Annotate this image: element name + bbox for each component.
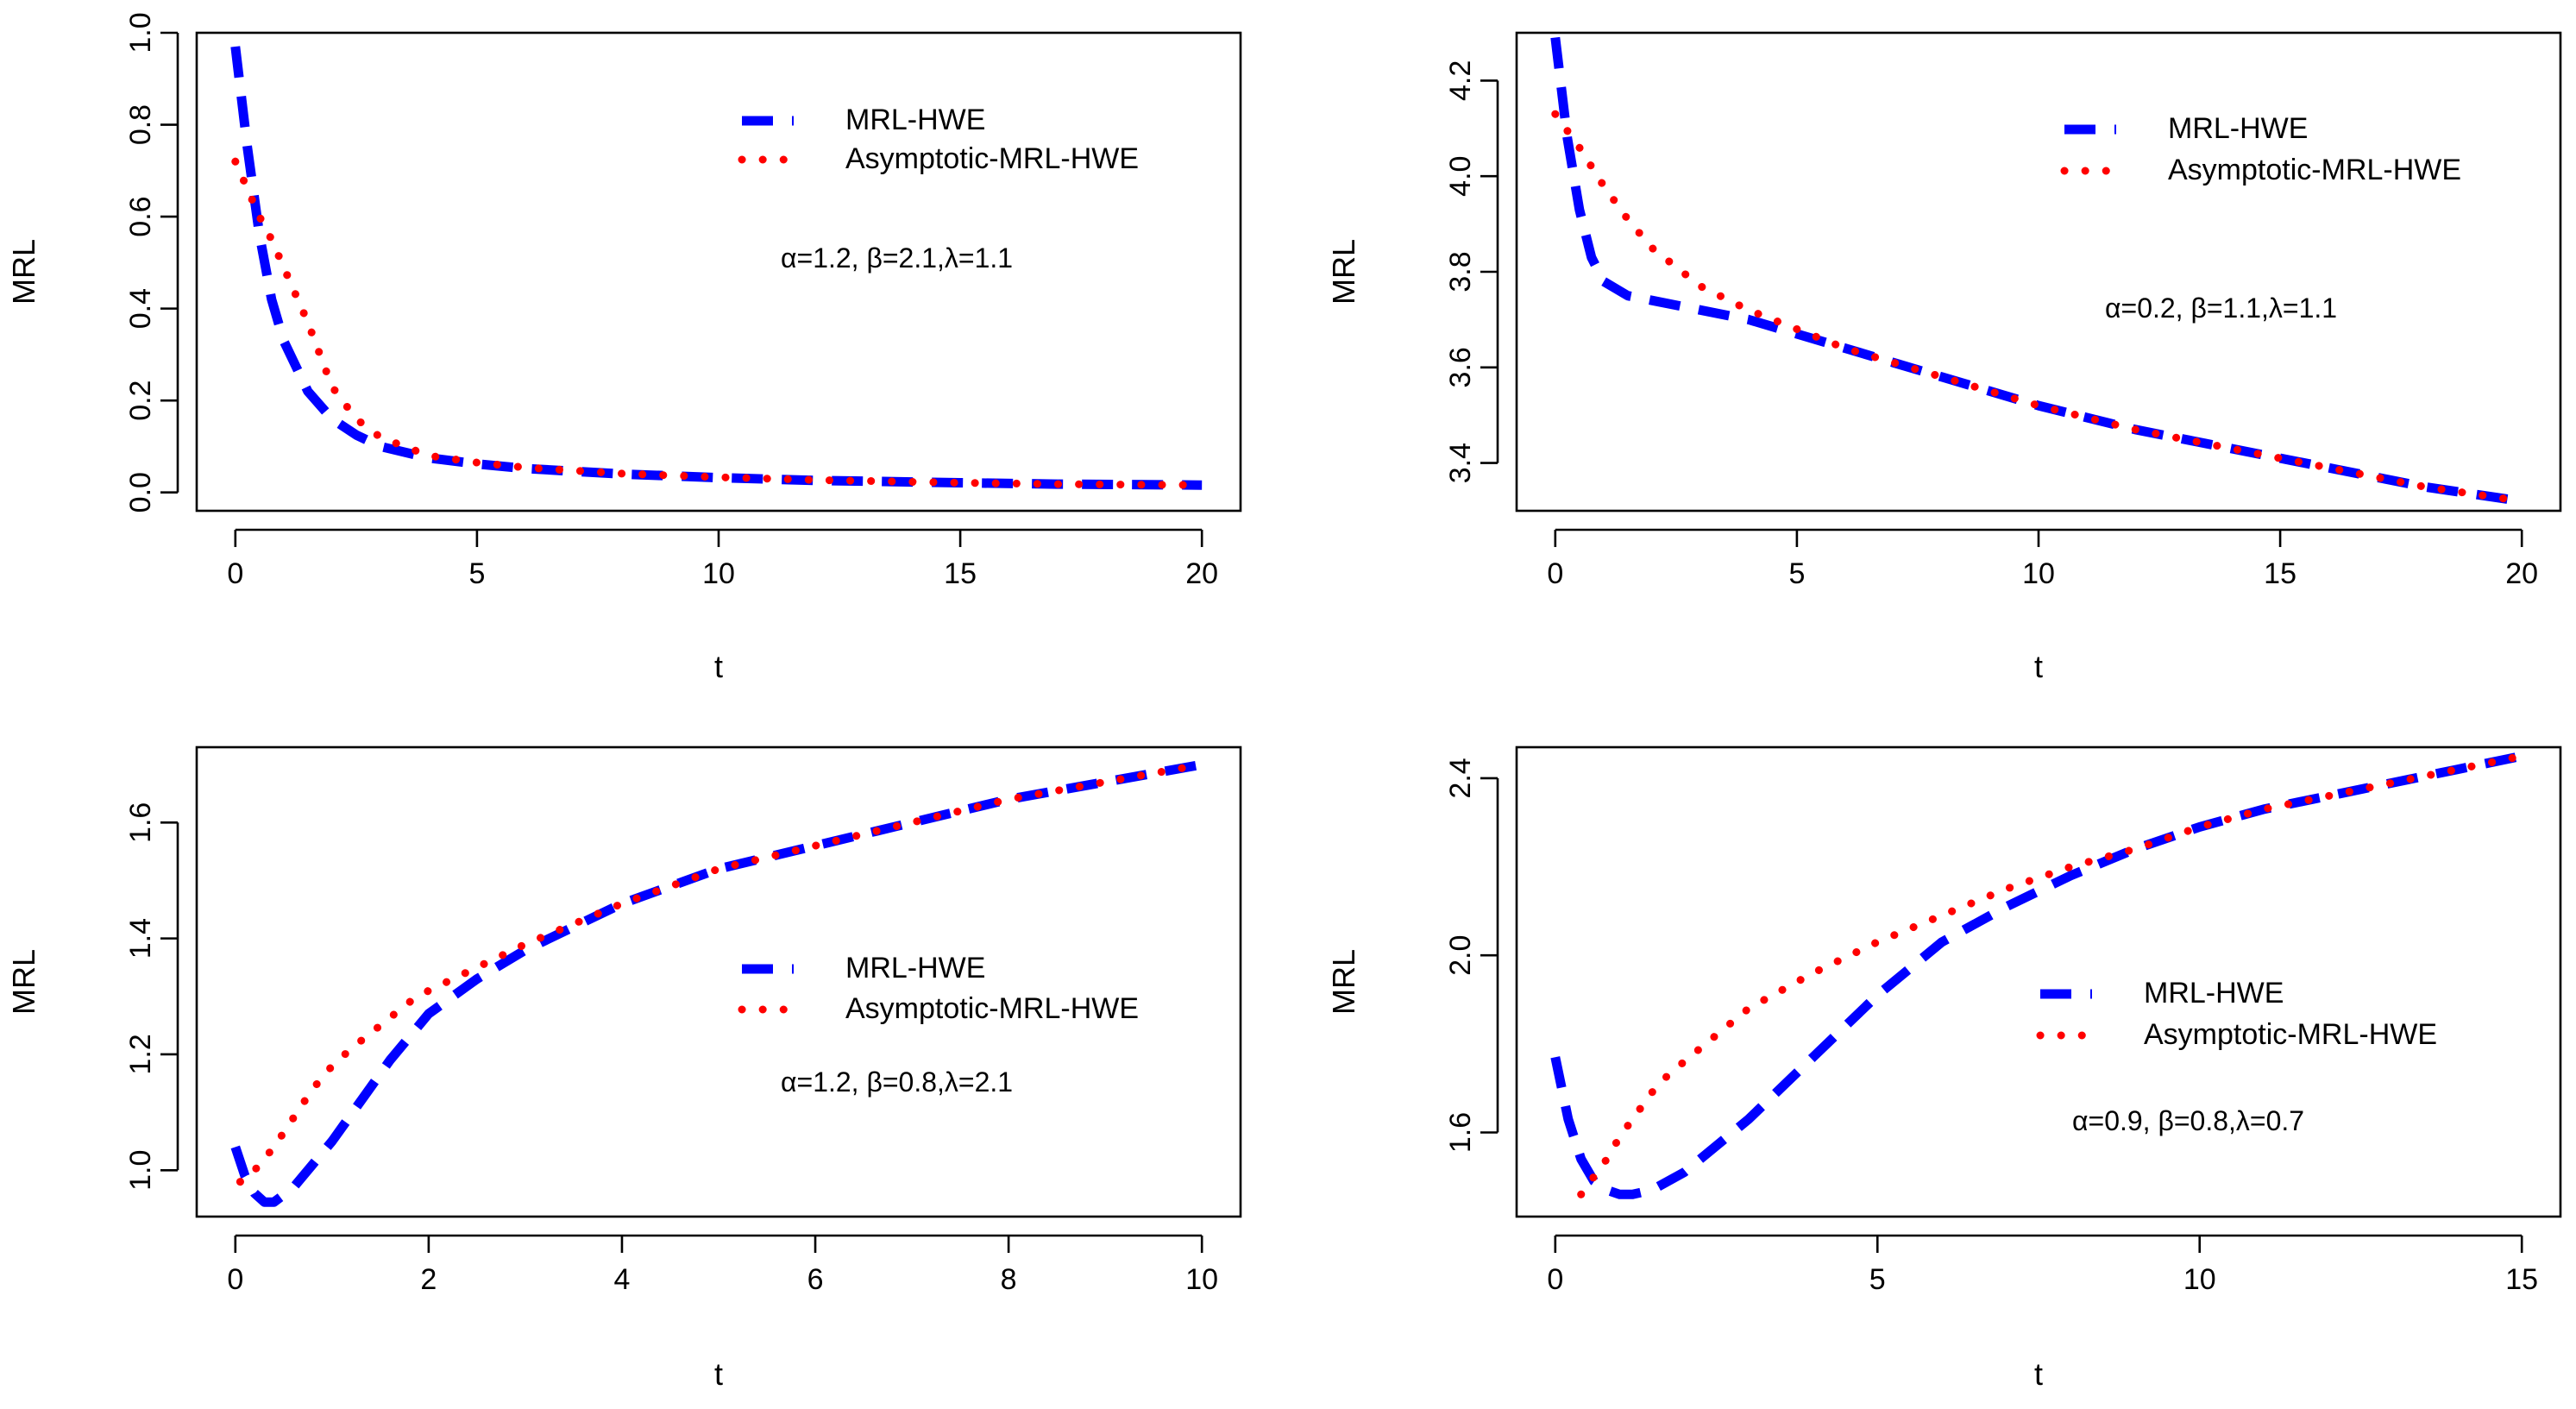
x-tick-label: 15 bbox=[944, 557, 977, 590]
y-tick-label: 2.4 bbox=[1444, 758, 1477, 798]
x-tick-label: 10 bbox=[702, 557, 735, 590]
y-tick-label: 1.6 bbox=[124, 802, 157, 843]
x-axis-label: t bbox=[2034, 1356, 2043, 1392]
x-tick-label: 15 bbox=[2264, 557, 2296, 590]
y-tick-label: 3.4 bbox=[1444, 443, 1477, 483]
x-tick-label: 6 bbox=[807, 1263, 824, 1296]
y-tick-label: 4.2 bbox=[1444, 60, 1477, 101]
legend-label-mrl-hwe: MRL-HWE bbox=[2168, 112, 2308, 145]
y-tick-label: 3.8 bbox=[1444, 251, 1477, 292]
x-axis-label: t bbox=[2034, 649, 2043, 684]
legend-label-mrl-hwe: MRL-HWE bbox=[845, 104, 985, 136]
y-tick-label: 1.0 bbox=[124, 12, 157, 53]
legend-label-asymptotic-mrl-hwe: Asymptotic-MRL-HWE bbox=[845, 992, 1139, 1025]
y-tick-label: 3.6 bbox=[1444, 347, 1477, 387]
y-axis-label: MRL bbox=[1326, 239, 1361, 305]
chart-panel-2: 0 5 10 15 20 3.4 3.6 3.8 4.0 4.2 t MRL MRL-HWE Asympt… bbox=[1326, 31, 2562, 684]
legend-label-asymptotic-mrl-hwe: Asymptotic-MRL-HWE bbox=[2144, 1018, 2437, 1051]
x-tick-label: 4 bbox=[614, 1263, 631, 1296]
series-line-asymptotic-mrl-hwe bbox=[231, 157, 1206, 489]
series-line-mrl-hwe bbox=[1550, 751, 2523, 1199]
plot-frame bbox=[1515, 745, 2562, 1218]
x-axis-label: t bbox=[714, 1356, 723, 1392]
y-tick-label: 1.4 bbox=[124, 918, 157, 959]
x-tick-label: 20 bbox=[2505, 557, 2538, 590]
parameter-annotation: α=0.2, β=1.1,λ=1.1 bbox=[2105, 292, 2337, 324]
plot-frame bbox=[1515, 31, 2562, 513]
y-tick-label: 0.0 bbox=[124, 472, 157, 513]
x-tick-label: 0 bbox=[227, 557, 243, 590]
parameter-annotation: α=1.2, β=2.1,λ=1.1 bbox=[781, 242, 1013, 274]
x-tick-label: 8 bbox=[1001, 1263, 1017, 1296]
y-axis-label: MRL bbox=[1326, 949, 1361, 1015]
series-line-mrl-hwe bbox=[230, 46, 1203, 490]
plot-frame bbox=[195, 31, 1242, 513]
chart-panel-1: 0 5 10 15 20 0.0 0.2 0.4 0.6 0.8 1.0 t MRL MRL-HWE Asy… bbox=[6, 12, 1242, 684]
chart-panel-4: 0 5 10 15 1.6 2.0 2.4 t MRL MRL-HWE Asymptotic-MRL… bbox=[1326, 745, 2562, 1392]
y-tick-label: 0.2 bbox=[124, 381, 157, 421]
series-line-asymptotic-mrl-hwe bbox=[236, 760, 1206, 1186]
legend-label-asymptotic-mrl-hwe: Asymptotic-MRL-HWE bbox=[2168, 154, 2461, 186]
x-tick-label: 10 bbox=[1185, 1263, 1218, 1296]
x-tick-label: 0 bbox=[1547, 1263, 1563, 1296]
x-tick-label: 5 bbox=[1869, 1263, 1886, 1296]
x-tick-label: 15 bbox=[2505, 1263, 2538, 1296]
x-tick-label: 0 bbox=[1547, 557, 1563, 590]
x-tick-label: 5 bbox=[1788, 557, 1805, 590]
y-tick-label: 1.0 bbox=[124, 1150, 157, 1191]
y-tick-label: 4.0 bbox=[1444, 156, 1477, 197]
legend-label-asymptotic-mrl-hwe: Asymptotic-MRL-HWE bbox=[845, 142, 1139, 175]
x-tick-label: 20 bbox=[1185, 557, 1218, 590]
y-tick-label: 0.6 bbox=[124, 196, 157, 236]
legend: MRL-HWE Asymptotic-MRL-HWE bbox=[2060, 112, 2461, 186]
series-line-mrl-hwe bbox=[1550, 36, 2523, 506]
plot-frame bbox=[195, 745, 1242, 1218]
y-tick-label: 0.8 bbox=[124, 104, 157, 145]
y-axis-label: MRL bbox=[6, 239, 41, 305]
y-tick-label: 1.2 bbox=[124, 1034, 157, 1074]
x-tick-label: 10 bbox=[2022, 557, 2055, 590]
y-tick-label: 0.4 bbox=[124, 288, 157, 329]
y-tick-label: 1.6 bbox=[1444, 1112, 1477, 1153]
parameter-annotation: α=1.2, β=0.8,λ=2.1 bbox=[781, 1066, 1013, 1098]
legend: MRL-HWE Asymptotic-MRL-HWE bbox=[738, 952, 1139, 1025]
x-tick-label: 5 bbox=[468, 557, 485, 590]
x-axis-label: t bbox=[714, 649, 723, 684]
legend-label-mrl-hwe: MRL-HWE bbox=[2144, 977, 2284, 1010]
y-axis-label: MRL bbox=[6, 949, 41, 1015]
chart-panel-3: 0 2 4 6 8 10 1.0 1.2 1.4 1.6 t MRL MRL-HWE Asymptotic… bbox=[6, 745, 1242, 1392]
legend: MRL-HWE Asymptotic-MRL-HWE bbox=[2036, 977, 2437, 1051]
x-tick-label: 0 bbox=[227, 1263, 243, 1296]
y-tick-label: 2.0 bbox=[1444, 935, 1477, 976]
legend: MRL-HWE Asymptotic-MRL-HWE bbox=[738, 104, 1139, 175]
x-tick-label: 2 bbox=[420, 1263, 437, 1296]
series-line-asymptotic-mrl-hwe bbox=[1577, 752, 2526, 1198]
legend-label-mrl-hwe: MRL-HWE bbox=[845, 952, 985, 984]
x-tick-label: 10 bbox=[2183, 1263, 2216, 1296]
parameter-annotation: α=0.9, β=0.8,λ=0.7 bbox=[2072, 1105, 2304, 1136]
